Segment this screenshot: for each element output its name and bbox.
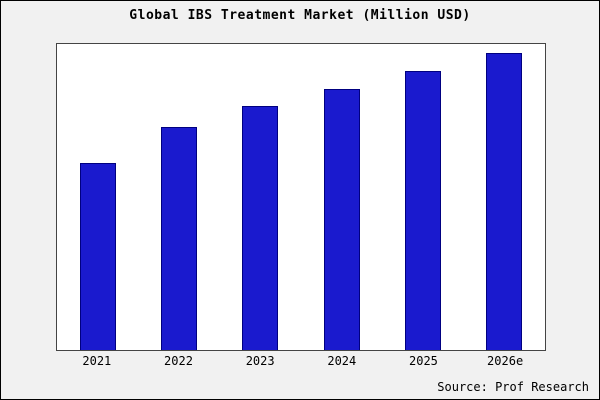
bar-2021 <box>79 162 116 350</box>
chart-title: Global IBS Treatment Market (Million USD… <box>129 8 471 23</box>
x-ticks: 2021 2022 2023 2024 2025 2026e <box>56 354 546 368</box>
bar-column-2025 <box>393 44 453 350</box>
source-text: Source: Prof Research <box>437 380 589 394</box>
bars <box>57 44 545 350</box>
bar-column-2023 <box>230 44 290 350</box>
bar-2022 <box>160 127 197 350</box>
x-tick-2025: 2025 <box>409 354 438 368</box>
x-tick-2024: 2024 <box>327 354 357 368</box>
x-tick-2021: 2021 <box>82 354 112 368</box>
plot-area <box>56 43 546 351</box>
bar-2024 <box>323 88 360 350</box>
bar-2023 <box>242 106 279 350</box>
bar-2025 <box>404 70 441 350</box>
x-tick-2026e: 2026e <box>487 354 524 368</box>
bar-column-2024 <box>312 44 372 350</box>
bar-2026e <box>486 52 523 350</box>
bar-column-2021 <box>68 44 128 350</box>
x-tick-2023: 2023 <box>245 354 275 368</box>
bar-column-2026e <box>474 44 534 350</box>
x-tick-2022: 2022 <box>164 354 193 368</box>
bar-column-2022 <box>149 44 209 350</box>
